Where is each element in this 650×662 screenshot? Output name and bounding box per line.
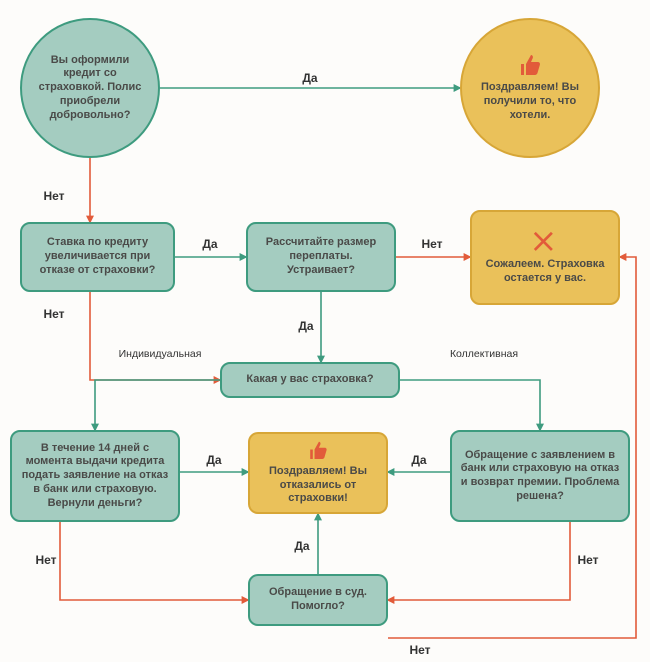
edge-rate-kind bbox=[90, 292, 220, 380]
node-overpay: Рассчитайте размер переплаты. Устраивает… bbox=[246, 222, 396, 292]
node-start: Вы оформили кредит со страховкой. Полис … bbox=[20, 18, 160, 158]
node-kind-text: Какая у вас страховка? bbox=[230, 373, 390, 387]
edge-label-indiv-congrats2: Да bbox=[206, 453, 221, 467]
edge-label-overpay-kind: Да bbox=[298, 319, 313, 333]
node-sorry-text: Сожалеем. Страховка остается у вас. bbox=[480, 258, 610, 286]
node-indiv: В течение 14 дней с момента выдачи креди… bbox=[10, 430, 180, 522]
edge-kind-collect bbox=[400, 380, 540, 430]
node-court: Обращение в суд. Помогло? bbox=[248, 574, 388, 626]
node-congrats1-text: Поздравляем! Вы получили то, что хотели. bbox=[474, 81, 586, 122]
node-rate: Ставка по кредиту увеличивается при отка… bbox=[20, 222, 175, 292]
node-congrats1: Поздравляем! Вы получили то, что хотели. bbox=[460, 18, 600, 158]
node-collect: Обращение с заявлением в банк или страхо… bbox=[450, 430, 630, 522]
edge-label-start-rate: Нет bbox=[43, 189, 64, 203]
node-sorry: Сожалеем. Страховка остается у вас. bbox=[470, 210, 620, 305]
edge-label-overpay-sorry: Нет bbox=[421, 237, 442, 251]
node-kind: Какая у вас страховка? bbox=[220, 362, 400, 398]
edge-label-court-sorry: Нет bbox=[409, 643, 430, 657]
node-congrats2: Поздравляем! Вы отказались от страховки! bbox=[248, 432, 388, 514]
edge-indiv-court bbox=[60, 522, 248, 600]
edge-label-indiv-court: Нет bbox=[35, 553, 56, 567]
node-rate-text: Ставка по кредиту увеличивается при отка… bbox=[30, 236, 165, 277]
node-start-text: Вы оформили кредит со страховкой. Полис … bbox=[34, 54, 146, 123]
node-overpay-text: Рассчитайте размер переплаты. Устраивает… bbox=[256, 236, 386, 277]
node-collect-text: Обращение с заявлением в банк или страхо… bbox=[460, 449, 620, 504]
edge-label-court-congrats2: Да bbox=[294, 539, 309, 553]
edge-label-kind-collect: Коллективная bbox=[450, 348, 518, 360]
node-indiv-text: В течение 14 дней с момента выдачи креди… bbox=[20, 442, 170, 511]
node-court-text: Обращение в суд. Помогло? bbox=[258, 586, 378, 614]
edge-label-kind-indiv: Индивидуальная bbox=[119, 348, 202, 360]
thumbs-up-icon bbox=[517, 53, 543, 77]
cross-icon bbox=[532, 230, 558, 254]
edge-label-start-congrats1: Да bbox=[302, 71, 317, 85]
edge-label-rate-kind: Нет bbox=[43, 307, 64, 321]
thumbs-up-icon bbox=[305, 440, 331, 461]
edge-label-collect-congrats2: Да bbox=[411, 453, 426, 467]
flowchart-canvas: Да Нет Да Нет Да Нет Индивидуальная Коллективна… bbox=[0, 0, 650, 662]
edge-kind-indiv bbox=[95, 380, 220, 430]
node-congrats2-text: Поздравляем! Вы отказались от страховки! bbox=[258, 465, 378, 506]
edge-label-rate-overpay: Да bbox=[202, 237, 217, 251]
edge-label-collect-court: Нет bbox=[577, 553, 598, 567]
edge-collect-court bbox=[388, 522, 570, 600]
